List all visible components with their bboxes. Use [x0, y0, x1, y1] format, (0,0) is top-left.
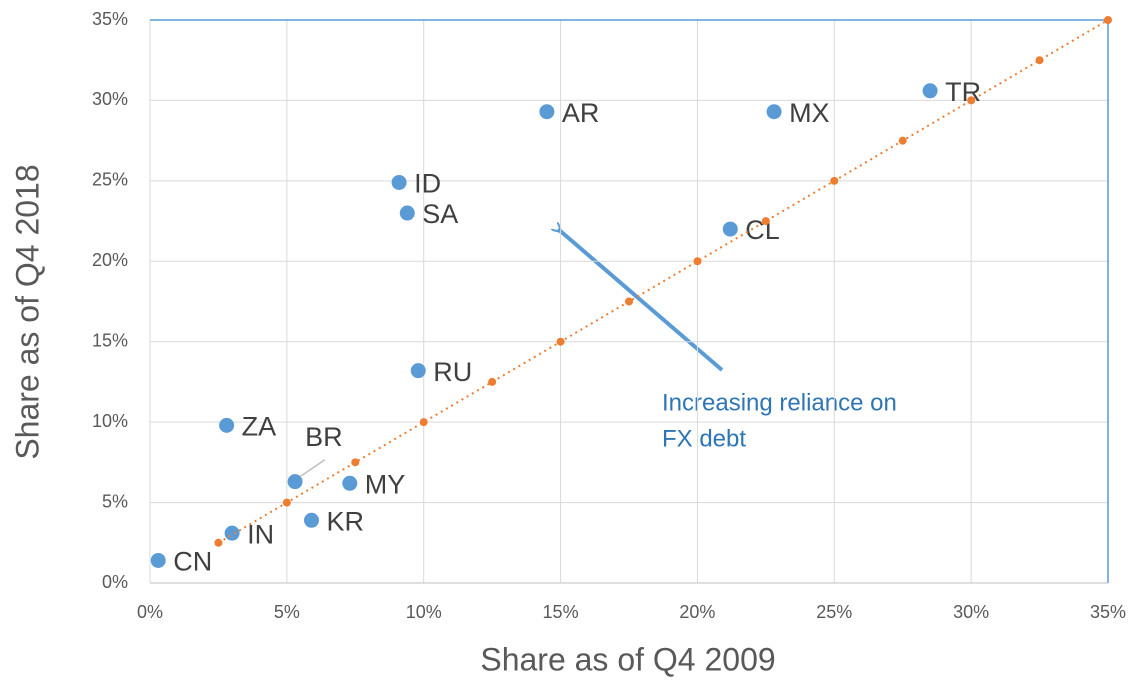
point	[287, 474, 303, 490]
point-label: ID	[414, 169, 441, 199]
leader-line	[299, 459, 326, 478]
diagonal-point	[556, 337, 565, 346]
y-tick-label: 10%	[92, 411, 128, 431]
diagonal-point	[625, 297, 633, 306]
annotation-line: FX debt	[662, 425, 746, 452]
diagonal-point	[967, 96, 976, 105]
y-tick-label: 35%	[92, 9, 128, 29]
x-tick-label: 35%	[1090, 602, 1126, 622]
diagonal-point	[1104, 16, 1112, 24]
y-axis-title: Share as of Q4 2018	[9, 164, 45, 459]
y-tick-label: 15%	[92, 330, 128, 350]
point-label: RU	[433, 357, 472, 387]
diagonal-point	[488, 377, 497, 386]
y-tick-label: 20%	[92, 250, 128, 270]
x-tick-label: 15%	[543, 602, 579, 622]
diagonal-point	[214, 538, 223, 547]
point	[922, 83, 938, 99]
point	[342, 475, 358, 491]
point	[410, 363, 426, 379]
point	[766, 104, 782, 120]
annotation-arrow	[558, 229, 724, 372]
point-label: SA	[422, 199, 458, 229]
y-tick-label: 0%	[102, 572, 128, 592]
diagonal-point	[693, 257, 702, 266]
diagonal-point	[282, 498, 291, 507]
x-tick-label: 30%	[953, 602, 989, 622]
point-label: BR	[305, 422, 343, 452]
diagonal-point	[419, 418, 428, 427]
x-tick-label: 10%	[406, 602, 442, 622]
point-label: CN	[173, 547, 212, 577]
point	[539, 104, 555, 120]
x-axis-title: Share as of Q4 2009	[480, 641, 775, 677]
x-tick-label: 0%	[137, 602, 163, 622]
diagonal-point	[1035, 56, 1044, 65]
x-tick-label: 5%	[274, 602, 300, 622]
y-tick-label: 5%	[102, 491, 128, 511]
point	[399, 205, 415, 221]
point	[722, 221, 738, 237]
x-tick-label: 25%	[816, 602, 852, 622]
point	[224, 525, 240, 541]
point-label: TR	[945, 77, 981, 107]
point-label: MY	[365, 469, 406, 499]
point-label: KR	[326, 506, 364, 536]
y-tick-label: 25%	[92, 170, 128, 190]
diagonal-point	[898, 136, 907, 145]
x-tick-label: 20%	[679, 602, 715, 622]
point	[303, 512, 319, 528]
point-label: AR	[562, 98, 600, 128]
diagonal-line	[217, 19, 1109, 544]
diagonal-point	[761, 217, 770, 226]
point	[150, 552, 166, 568]
diagonal-point	[351, 458, 360, 467]
point-label: MX	[789, 98, 830, 128]
point	[391, 174, 407, 190]
annotation-line: Increasing reliance on	[662, 389, 897, 416]
diagonal-point	[830, 176, 839, 185]
point	[219, 417, 235, 433]
y-tick-label: 30%	[92, 89, 128, 109]
point-label: ZA	[242, 411, 277, 441]
